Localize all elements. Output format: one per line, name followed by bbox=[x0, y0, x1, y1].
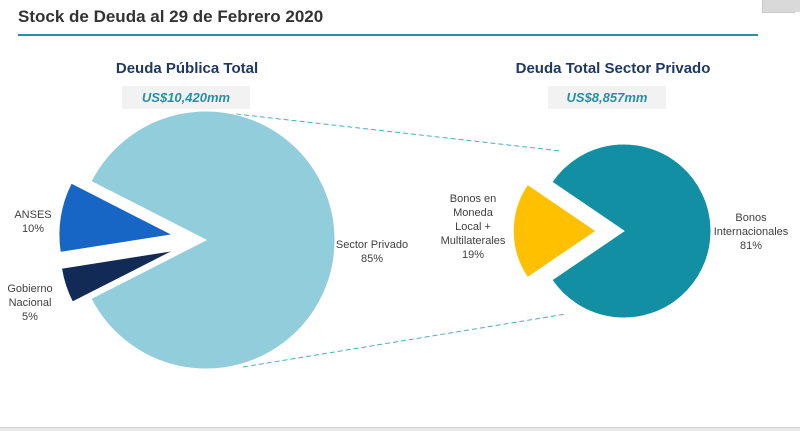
pie-slice-anses bbox=[58, 182, 174, 253]
label-line: Multilaterales bbox=[440, 235, 506, 247]
pie-slice-sector-privado bbox=[90, 110, 336, 370]
label-line: Bonos en bbox=[449, 193, 497, 205]
pie-slice-gobierno-nacional bbox=[60, 250, 174, 303]
label-line: Bonos bbox=[735, 212, 767, 224]
pie-slice-bonos-en-moneda-local-multilaterales bbox=[512, 183, 597, 279]
label-line: Internacionales bbox=[713, 226, 789, 238]
pie-slice-bonos-internacionales bbox=[551, 143, 712, 319]
right-chart-title: Deuda Total Sector Privado bbox=[515, 60, 711, 77]
right-total-badge: US$8,857mm bbox=[548, 86, 666, 109]
connector-line-top bbox=[235, 113, 562, 152]
label-pct: 85% bbox=[360, 253, 384, 265]
title-underline bbox=[18, 34, 758, 36]
bottom-edge bbox=[0, 427, 800, 431]
label-line: Local + bbox=[455, 221, 491, 233]
scroll-corner bbox=[762, 0, 800, 13]
right-pie bbox=[512, 143, 712, 319]
label-line: ANSES bbox=[14, 209, 52, 221]
label-pct: 5% bbox=[22, 311, 38, 323]
label-pct: 10% bbox=[21, 223, 45, 235]
scrollbar-track[interactable] bbox=[795, 12, 800, 427]
connector-line-bottom bbox=[242, 313, 567, 368]
label-line: Nacional bbox=[8, 297, 52, 309]
left-pie bbox=[58, 110, 336, 370]
label-line: Gobierno bbox=[7, 283, 53, 295]
label-line: Moneda bbox=[453, 207, 493, 219]
label-bonos-internacionales: Bonos Internacionales 81% bbox=[704, 211, 798, 253]
label-gobierno-nacional: Gobierno Nacional 5% bbox=[2, 282, 58, 324]
label-bonos-moneda-local: Bonos en Moneda Local + Multilaterales 1… bbox=[428, 192, 518, 262]
label-anses: ANSES 10% bbox=[4, 208, 62, 236]
label-line: Sector Privado bbox=[335, 239, 409, 251]
label-pct: 19% bbox=[461, 249, 485, 261]
left-total-badge: US$10,420mm bbox=[122, 86, 250, 109]
page-title: Stock de Deuda al 29 de Febrero 2020 bbox=[18, 7, 324, 26]
label-sector-privado: Sector Privado 85% bbox=[330, 238, 414, 266]
label-pct: 81% bbox=[739, 240, 763, 252]
left-chart-title: Deuda Pública Total bbox=[115, 60, 259, 77]
